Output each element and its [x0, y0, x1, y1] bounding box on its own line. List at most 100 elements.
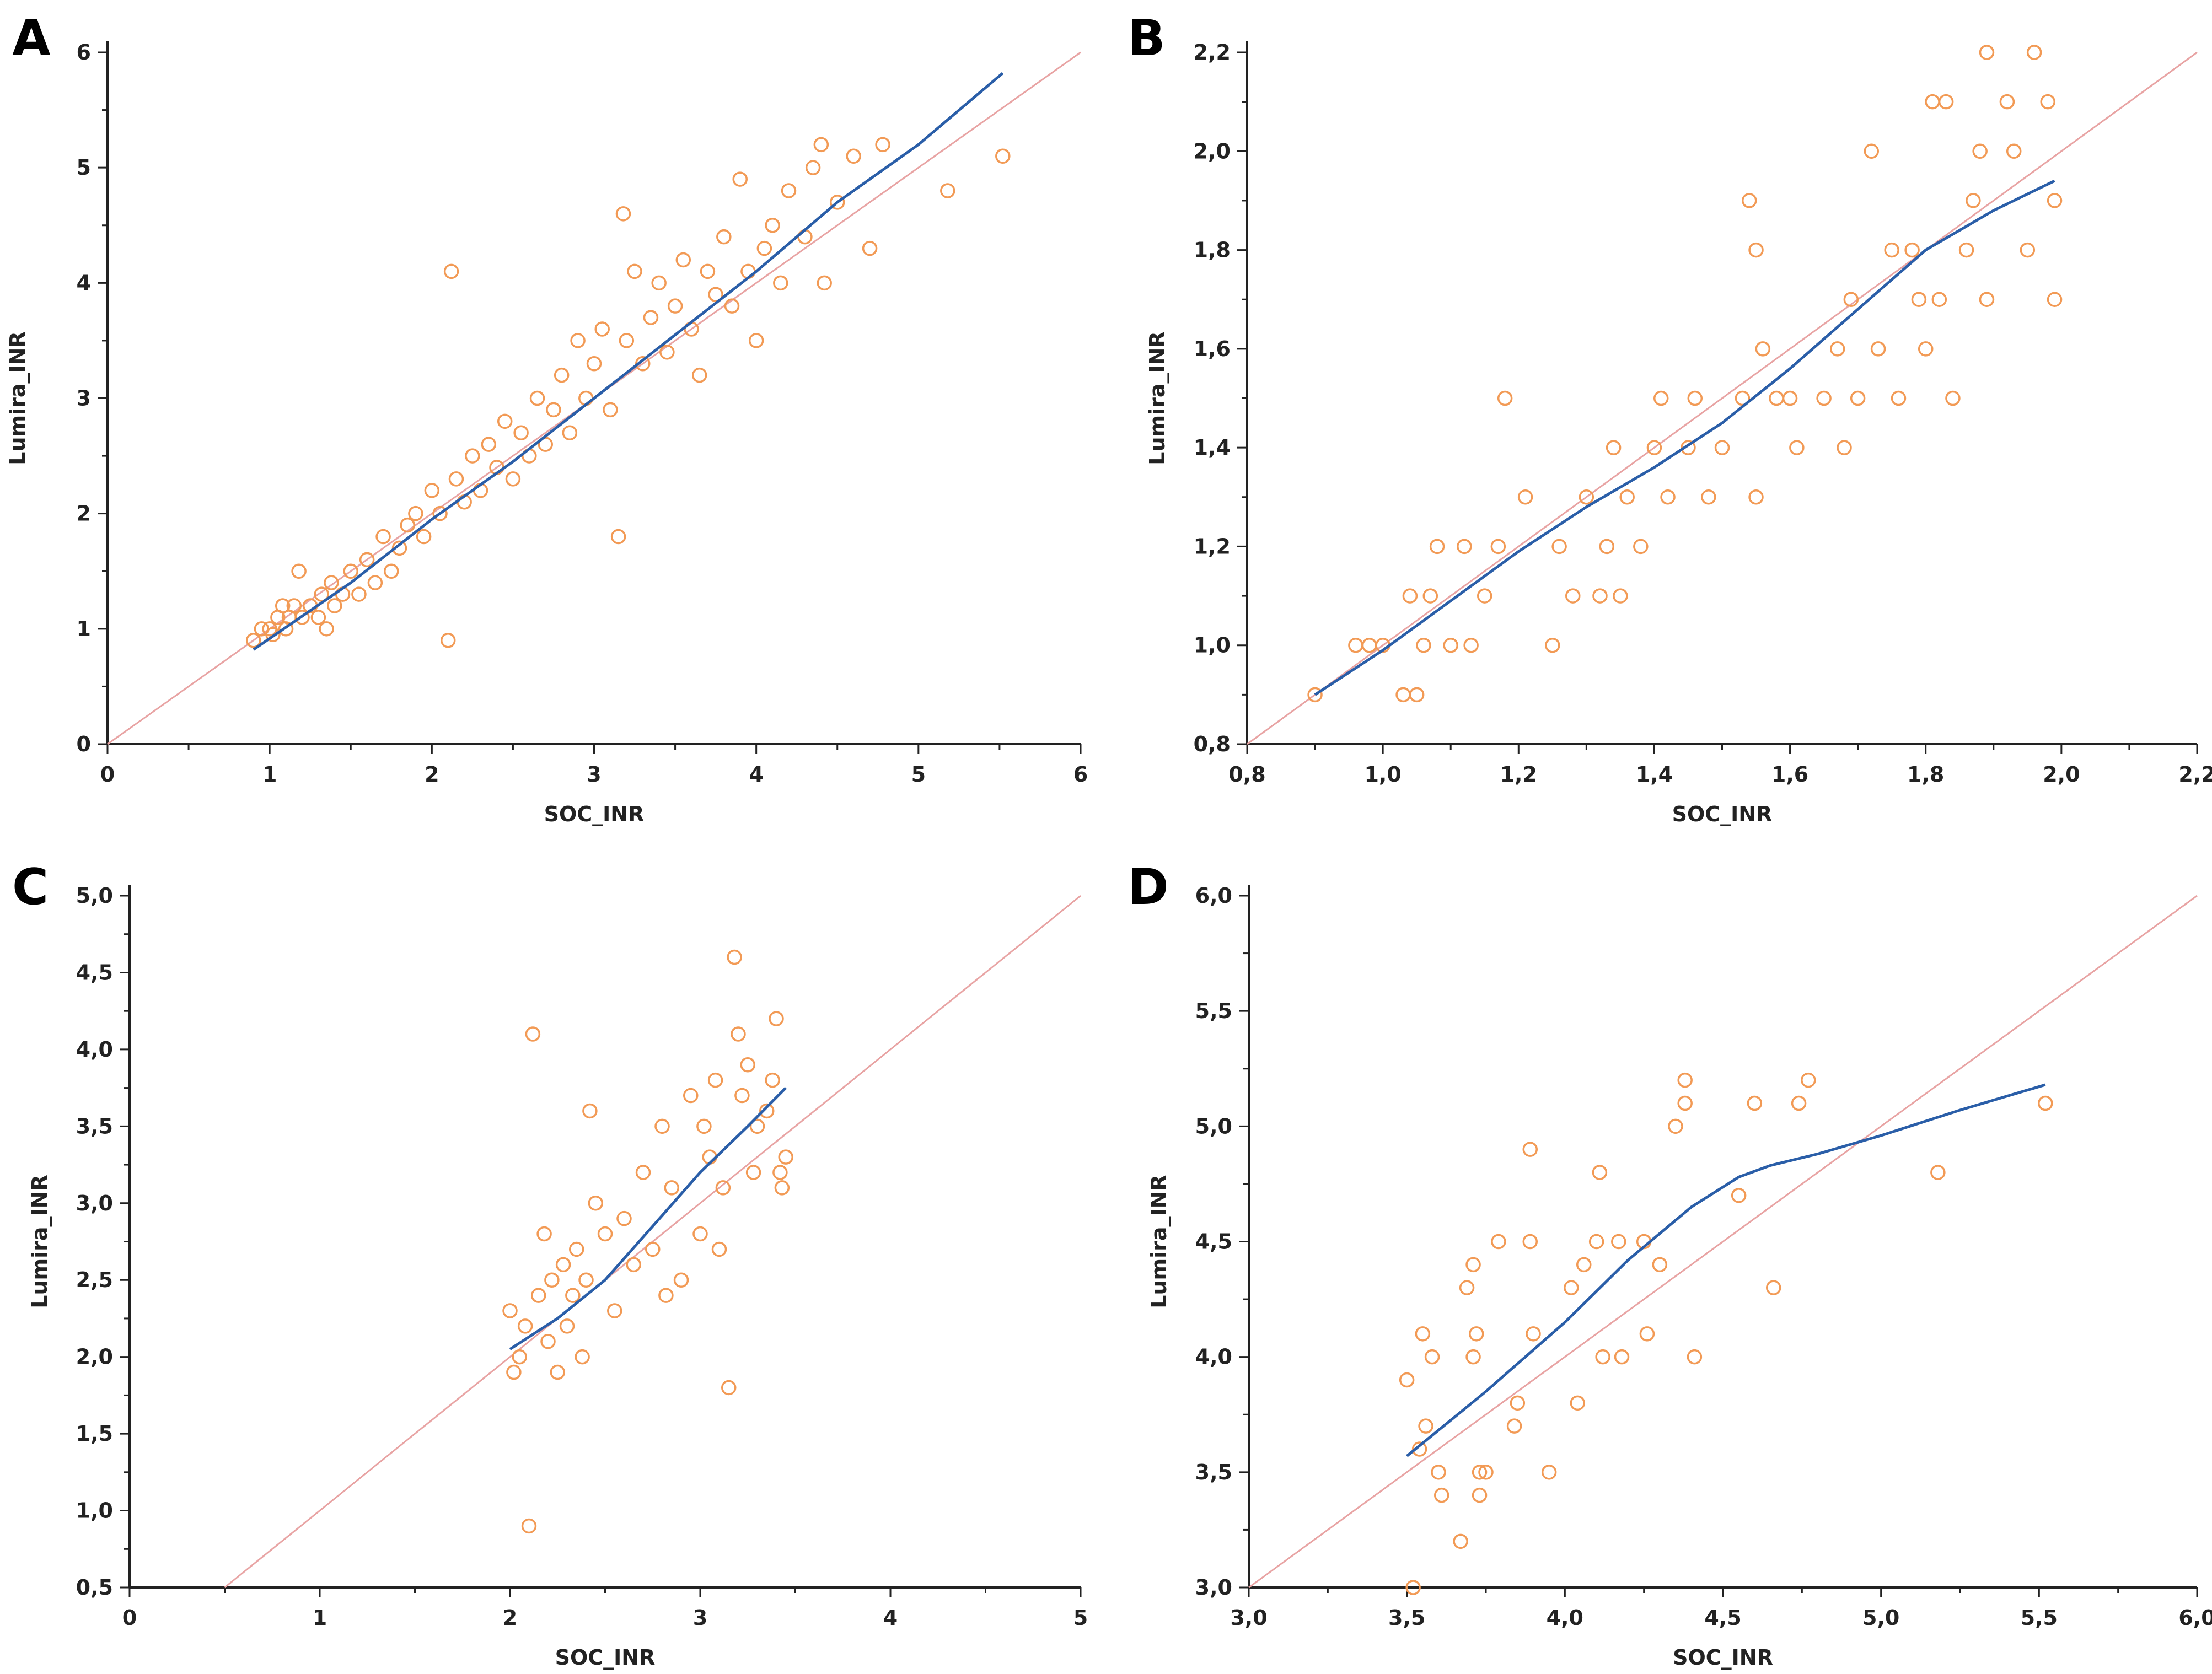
panel-d: D 3,0 3,5 4,0 4,5 5,0 5,5 6,0 3,0 3,5 4,0 4,5 5,0 5,5… — [1128, 858, 2212, 1670]
panel-b-data-point — [1843, 292, 1859, 307]
panel-d-data-point — [1570, 1395, 1586, 1411]
panel-d-data-point — [1472, 1465, 1488, 1480]
panel-c-x-tick-label: 1 — [313, 1606, 327, 1630]
panel-c-y-tick-label: 2,0 — [76, 1345, 113, 1369]
panel-b-data-point — [1416, 637, 1431, 653]
panel-d-y-tick-label: 5,5 — [1195, 999, 1232, 1023]
panel-c-data-point — [502, 1303, 518, 1318]
panel-a-data-point — [586, 356, 602, 372]
panel-a-data-point — [594, 321, 610, 337]
panel-d-data-point — [1791, 1095, 1807, 1111]
panel-c-data-point — [740, 1057, 755, 1073]
panel-c-data-point — [555, 1257, 571, 1273]
panel-b-data-point — [1829, 341, 1845, 357]
panel-a-data-point — [314, 586, 330, 602]
panel-c-y-tick-label: 4,5 — [76, 960, 113, 984]
panel-a-y-tick-label: 5 — [77, 155, 91, 180]
panel-a-data-point — [384, 563, 399, 579]
panel-a-x-tick-label: 6 — [1073, 762, 1088, 787]
panel-c-data-point — [565, 1288, 581, 1303]
panel-b-data-point — [1565, 588, 1581, 604]
panel-c-data-point — [774, 1180, 790, 1196]
panel-a-data-point — [610, 529, 626, 545]
panel-b-data-point — [1606, 440, 1622, 455]
panel-c-data-point — [759, 1103, 775, 1119]
panel-c-data-point — [683, 1088, 699, 1104]
panel-d-y-axis-title: Lumira_INR — [1147, 1175, 1171, 1308]
panel-d-data-point — [1522, 1142, 1538, 1157]
panel-d-y-tick-label: 5,0 — [1195, 1114, 1232, 1138]
panel-d-data-point — [1576, 1257, 1592, 1273]
panel-b-data-point — [1748, 242, 1764, 258]
panel-d-x-tick-label: 3,5 — [1388, 1606, 1425, 1630]
panel-d-identity-line — [1248, 895, 2198, 1589]
panel-c-data-point — [575, 1349, 590, 1365]
panel-b-y-tick-label: 1,6 — [1194, 337, 1231, 361]
panel-a-data-point — [675, 252, 691, 268]
panel-a-data-point — [294, 610, 310, 625]
panel-d-data-point — [1399, 1372, 1415, 1388]
panel-b-data-point — [1972, 143, 1988, 159]
panel-b-x-tick-label: 1,4 — [1636, 762, 1673, 787]
panel-c-data-point — [707, 1072, 723, 1088]
panel-c-data-point — [731, 1026, 746, 1042]
panel-a-data-point — [265, 627, 281, 643]
panel-a-x-tick-label: 5 — [911, 762, 926, 787]
panel-b-data-point — [1816, 390, 1832, 406]
panel-c-data-point — [540, 1334, 556, 1349]
panel-d-data-point — [1639, 1326, 1655, 1342]
panel-c-data-point — [578, 1272, 594, 1288]
panel-a-data-point — [700, 263, 716, 279]
panel-a-data-point — [773, 275, 788, 291]
panel-d-data-point — [1592, 1165, 1608, 1180]
panel-b-x-tick-label: 2,0 — [2043, 762, 2080, 787]
panel-b-data-point — [1789, 440, 1805, 455]
panel-a-y-tick-label: 3 — [77, 386, 91, 411]
panel-a-data-point — [448, 471, 464, 487]
panel-d-x-tick-label: 5,0 — [1862, 1606, 1899, 1630]
panel-b-data-point — [1687, 390, 1703, 406]
panel-a-data-point — [319, 621, 334, 637]
panel-b-data-point — [1966, 193, 1981, 208]
panel-d-data-point — [1411, 1441, 1427, 1457]
panel-b-x-tick-label: 0,8 — [1228, 762, 1265, 787]
panel-b-fit-line — [1314, 179, 2055, 696]
panel-d-data-point — [1564, 1280, 1579, 1295]
panel-d-y-tick-label: 6,0 — [1195, 884, 1232, 908]
panel-d-x-tick-label: 4,5 — [1704, 1606, 1741, 1630]
panel-a-data-point — [813, 137, 829, 153]
panel-c-data-point — [597, 1226, 613, 1242]
panel-d-x-tick-label: 5,5 — [2021, 1606, 2058, 1630]
panel-b-data-point — [1979, 292, 1995, 307]
panel-a-data-point — [443, 263, 459, 279]
panel-c-data-point — [531, 1288, 546, 1303]
panel-d-data-point — [1472, 1487, 1488, 1503]
panel-c-data-point — [512, 1349, 527, 1365]
panel-a-data-point — [324, 575, 339, 590]
panel-b-data-point — [1477, 588, 1492, 604]
panel-a-data-point — [291, 563, 307, 579]
panel-a-data-point — [529, 390, 545, 406]
panel-b-data-point — [1422, 588, 1438, 604]
panel-c-data-point — [749, 1118, 765, 1134]
panel-b-data-point — [1904, 242, 1920, 258]
panel-d-data-point — [1465, 1257, 1481, 1273]
panel-a-data-point — [748, 333, 764, 348]
panel-b-data-point — [1409, 687, 1425, 703]
panel-b-data-point — [1545, 637, 1560, 653]
panel-d-data-point — [1677, 1095, 1693, 1111]
panel-b-data-point — [1646, 440, 1662, 455]
panel-a-data-point — [615, 206, 631, 222]
panel-c-data-point — [559, 1318, 575, 1334]
panel-c-identity-line — [224, 895, 1081, 1589]
panel-b-x-axis-title: SOC_INR — [1672, 802, 1773, 826]
panel-c-data-point — [715, 1180, 731, 1196]
panel-c-data-point — [645, 1241, 661, 1257]
panel-b-data-point — [1402, 588, 1418, 604]
panel-a-data-point — [627, 263, 642, 279]
panel-c-y-tick-label: 1,0 — [76, 1499, 113, 1523]
panel-d-data-point — [1415, 1326, 1431, 1342]
panel-b-data-point — [1490, 539, 1506, 555]
panel-c-data-point — [517, 1318, 533, 1334]
panel-b-data-point — [1681, 440, 1696, 455]
